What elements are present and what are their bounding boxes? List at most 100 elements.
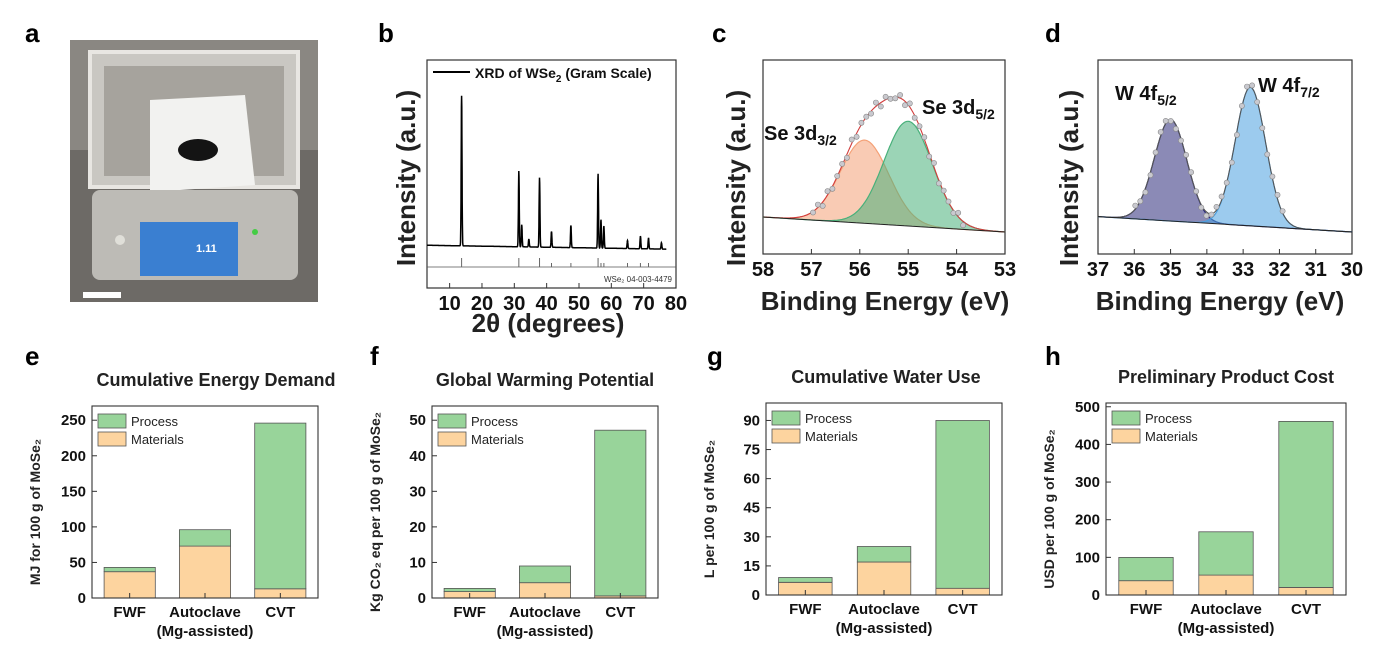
category-label: FWF — [453, 604, 485, 621]
legend-swatch-materials — [1111, 428, 1141, 444]
bar-process — [1118, 557, 1174, 582]
xps-se-peak-fill — [763, 121, 1005, 232]
xps-w-frame — [1097, 59, 1353, 255]
xps-w-data-point — [1173, 125, 1179, 132]
xps-w-data-point — [1228, 159, 1235, 166]
xps-w-xtick-label: 30 — [1341, 259, 1363, 281]
balance-reading: 1.11 — [196, 243, 217, 255]
panel-label-b: b — [378, 18, 394, 48]
xps-w-data-point — [1269, 173, 1276, 180]
legend-swatch-process — [1111, 410, 1141, 426]
xps-w-data-point — [1259, 125, 1266, 132]
xps-w-data-point — [1223, 179, 1230, 186]
category-label: CVT — [1291, 601, 1321, 618]
legend-swatch-process — [97, 413, 127, 429]
xrd-chart: Intensity (a.u.) 2θ (degrees) XRD of WSe… — [391, 59, 687, 338]
xps-se-data-point — [848, 136, 855, 143]
xps-w-data-point — [1167, 118, 1174, 124]
xps-se-data-point — [844, 154, 850, 161]
category-label: CVT — [265, 604, 295, 621]
xps-w-xtick-label: 31 — [1305, 259, 1327, 281]
category-sublabel: (Mg-assisted) — [157, 623, 254, 640]
legend-label-materials: Materials — [805, 429, 858, 444]
xps-se-data-point — [916, 123, 923, 130]
category-label: Autoclave — [1190, 601, 1262, 618]
xps-se-data-point — [897, 92, 903, 98]
xrd-pattern-line — [427, 95, 667, 250]
category-label: Autoclave — [848, 601, 920, 618]
y-tick-label: 0 — [752, 587, 760, 604]
xps-se-data-point — [950, 210, 957, 216]
se52-label: Se 3d5/2 — [922, 97, 995, 122]
xrd-legend: XRD of WSe2 (Gram Scale) — [475, 65, 652, 85]
xrd-frame — [426, 59, 677, 289]
y-axis-label: USD per 100 g of MoSe₂ — [1041, 429, 1057, 588]
chart-title: Preliminary Product Cost — [1118, 367, 1334, 387]
bar-chart-f: Global Warming Potential Kg CO₂ eq per 10… — [367, 370, 659, 640]
bar-process — [443, 588, 496, 593]
legend-label-process: Process — [1145, 411, 1192, 426]
xps-se-xtick-label: 55 — [897, 259, 919, 281]
xps-w-data-point — [1218, 193, 1225, 200]
bar-materials — [856, 561, 912, 596]
panel-label-d: d — [1045, 18, 1061, 48]
y-tick-label: 500 — [1075, 399, 1100, 416]
bar-process — [1278, 420, 1334, 588]
xps-se-background — [762, 216, 1006, 233]
bar-process — [778, 577, 833, 583]
xps-se-data-point — [824, 188, 831, 195]
panel-label-h: h — [1045, 341, 1061, 371]
xps-w-chart: Intensity (a.u.) Binding Energy (eV) 37 3… — [1054, 59, 1363, 316]
panel-label-c: c — [712, 18, 726, 48]
legend-label-process: Process — [471, 414, 518, 429]
chart-title: Global Warming Potential — [436, 370, 654, 390]
bar-process — [856, 546, 912, 563]
category-label: Autoclave — [169, 604, 241, 621]
y-tick-label: 20 — [409, 519, 426, 536]
xps-w-data-point — [1132, 202, 1139, 209]
balance-photo: 1.11 — [70, 40, 318, 302]
xps-se-data-point — [815, 201, 821, 208]
y-tick-label: 250 — [61, 412, 86, 429]
xrd-xtick-label: 80 — [665, 293, 687, 315]
bar-chart-e: Cumulative Energy Demand MJ for 100 g of … — [27, 370, 336, 640]
xps-se-data-point — [902, 102, 908, 109]
bar-chart-h: Preliminary Product Cost USD per 100 g of… — [1041, 367, 1347, 637]
y-tick-label: 50 — [69, 554, 86, 571]
xps-se-data-point — [834, 173, 841, 179]
legend-swatch-materials — [437, 431, 467, 447]
xps-w-data-point — [1183, 151, 1189, 158]
xps-w-data-point — [1142, 189, 1149, 196]
xps-w-data-point — [1264, 151, 1271, 158]
xps-w-data-point — [1157, 129, 1164, 135]
bar-process — [103, 567, 156, 573]
xps-se-data-point — [829, 185, 836, 192]
xps-w-data-point — [1239, 103, 1245, 109]
xps-se-frame — [762, 59, 1006, 255]
xps-se-data-point — [868, 110, 874, 117]
xps-se-data-point — [945, 198, 952, 205]
y-axis-label: L per 100 g of MoSe₂ — [701, 440, 717, 578]
xps-w-data-point — [1274, 191, 1281, 198]
xps-se-data-point — [819, 202, 826, 209]
xps-w-data-point — [1188, 169, 1194, 176]
category-sublabel: (Mg-assisted) — [1178, 620, 1275, 637]
y-tick-label: 100 — [61, 519, 86, 536]
chart-title: Cumulative Energy Demand — [96, 370, 335, 390]
w72-label: W 4f7/2 — [1258, 75, 1320, 100]
chart-title: Cumulative Water Use — [791, 367, 980, 387]
xps-se-xtick-label: 56 — [849, 259, 871, 281]
y-tick-label: 0 — [78, 590, 86, 607]
xrd-xlabel: 2θ (degrees) — [472, 308, 625, 338]
xps-w-background — [1097, 216, 1353, 233]
xps-se-data-point — [955, 209, 962, 216]
xps-se-data-point — [892, 95, 899, 102]
xps-se-xtick-label: 58 — [752, 259, 774, 281]
xrd-xtick-label: 10 — [439, 293, 461, 315]
legend-label-materials: Materials — [131, 432, 184, 447]
y-tick-label: 75 — [743, 442, 760, 459]
xps-se-data-point — [873, 99, 879, 106]
bar-process — [1198, 531, 1254, 576]
y-tick-label: 150 — [61, 483, 86, 500]
